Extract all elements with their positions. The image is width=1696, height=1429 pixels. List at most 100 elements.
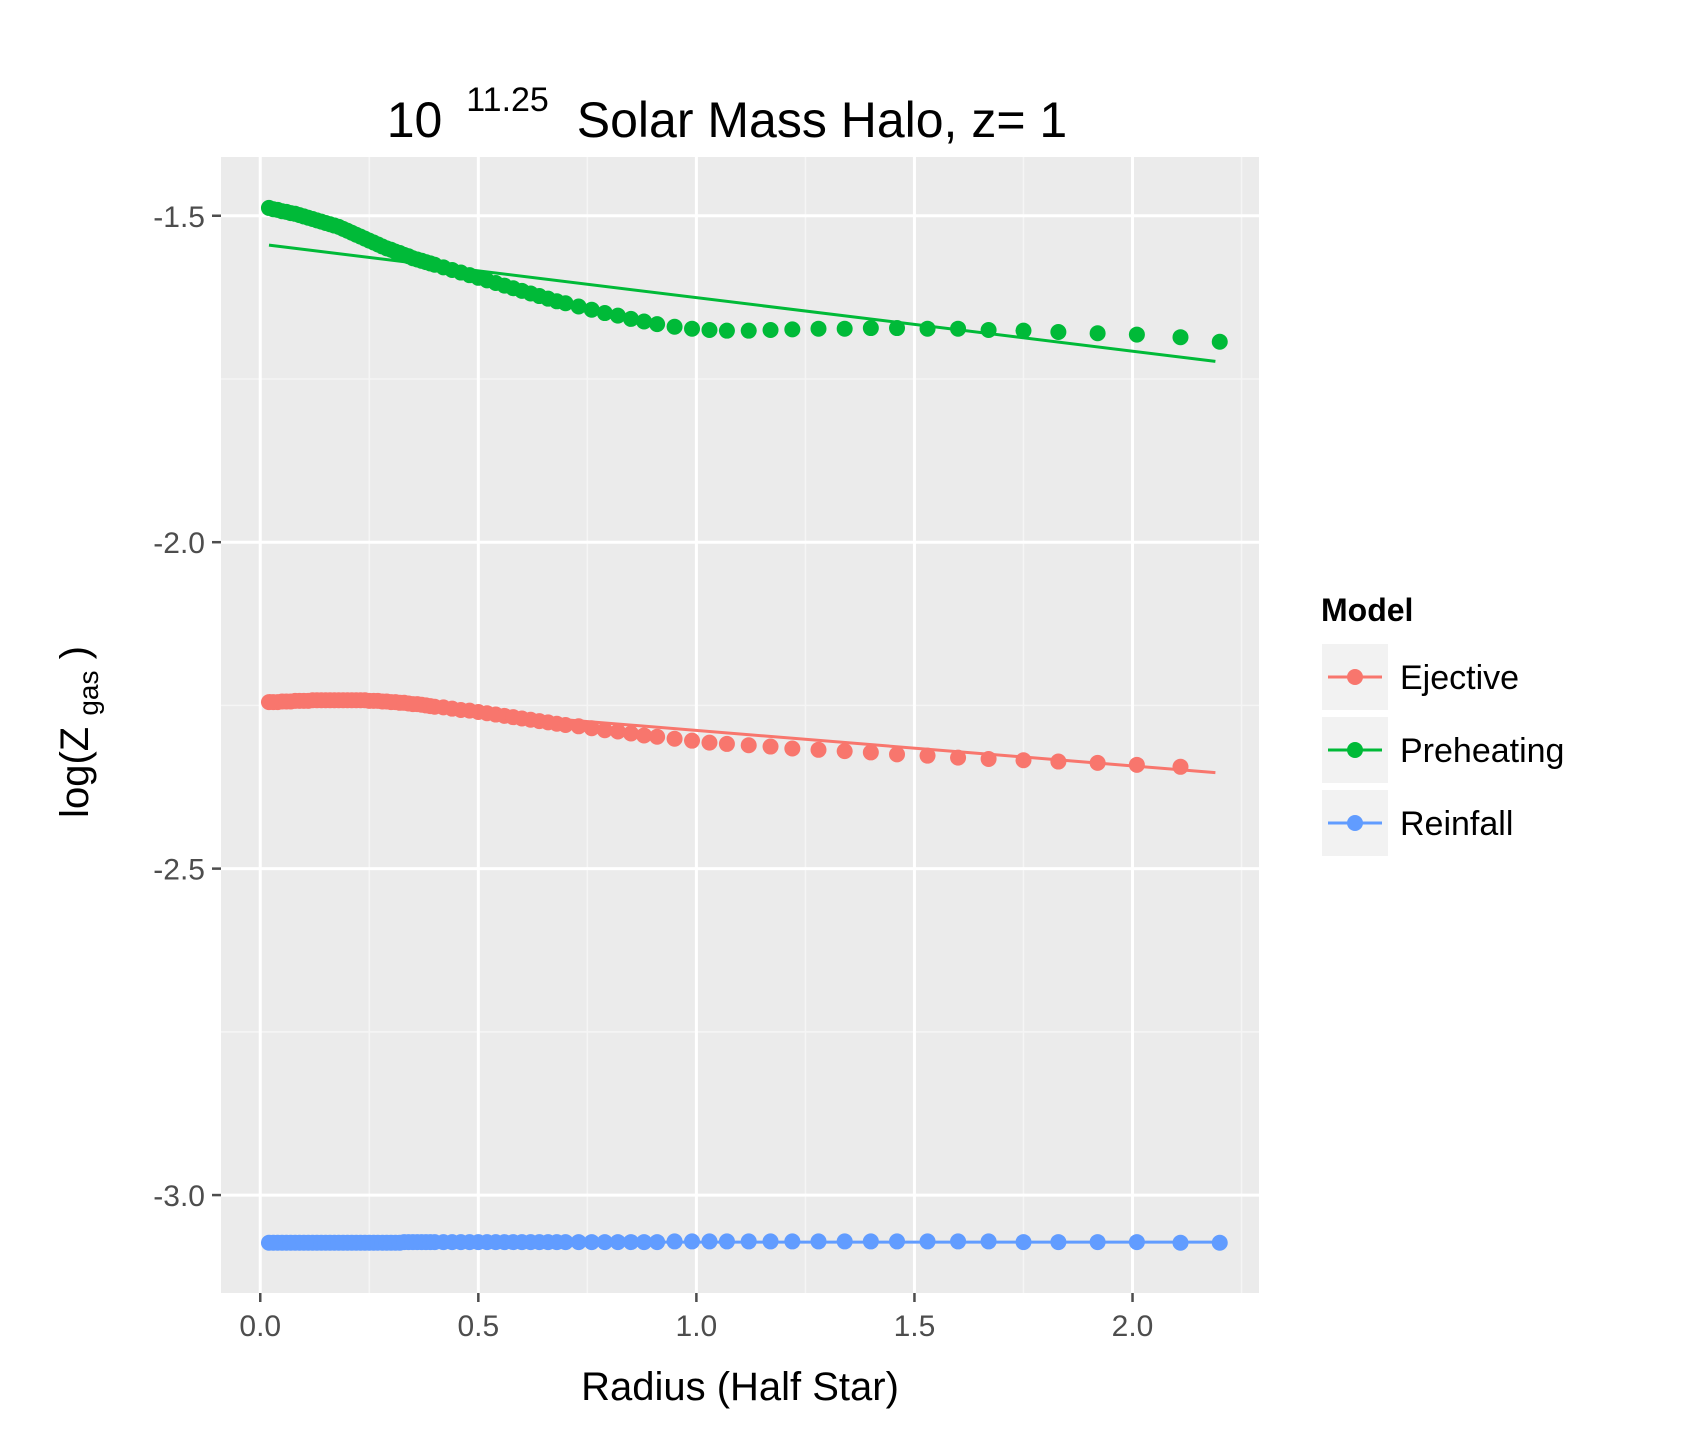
x-tick-label: 1.0 bbox=[676, 1310, 718, 1343]
point-reinfall bbox=[836, 1233, 853, 1250]
point-ejective bbox=[636, 727, 653, 744]
point-preheating bbox=[810, 320, 827, 337]
point-ejective bbox=[784, 740, 801, 757]
point-reinfall bbox=[557, 1234, 574, 1251]
point-reinfall bbox=[810, 1233, 827, 1250]
point-preheating bbox=[1211, 333, 1228, 350]
legend-item-preheating: Preheating bbox=[1320, 715, 1564, 785]
point-reinfall bbox=[1089, 1234, 1106, 1251]
y-axis-title-suffix: ) bbox=[53, 646, 97, 659]
legend-key-point-ejective bbox=[1347, 669, 1363, 685]
point-ejective bbox=[1172, 758, 1189, 775]
data-points bbox=[260, 199, 1228, 1251]
point-preheating bbox=[784, 321, 801, 338]
point-ejective bbox=[762, 738, 779, 755]
point-reinfall bbox=[583, 1234, 600, 1251]
point-preheating bbox=[718, 322, 735, 339]
point-ejective bbox=[810, 741, 827, 758]
point-reinfall bbox=[1050, 1234, 1067, 1251]
point-ejective bbox=[718, 735, 735, 752]
point-reinfall bbox=[1211, 1234, 1228, 1251]
plot-panel bbox=[221, 157, 1259, 1293]
point-reinfall bbox=[701, 1233, 718, 1250]
point-reinfall bbox=[762, 1233, 779, 1250]
point-reinfall bbox=[950, 1233, 967, 1250]
point-preheating bbox=[762, 322, 779, 339]
point-ejective bbox=[980, 750, 997, 767]
point-reinfall bbox=[666, 1233, 683, 1250]
point-preheating bbox=[609, 307, 626, 324]
point-preheating bbox=[557, 295, 574, 312]
point-preheating bbox=[649, 316, 666, 333]
point-ejective bbox=[889, 746, 906, 763]
point-ejective bbox=[1089, 754, 1106, 771]
point-preheating bbox=[889, 320, 906, 337]
point-reinfall bbox=[889, 1233, 906, 1250]
point-reinfall bbox=[862, 1233, 879, 1250]
point-reinfall bbox=[1015, 1234, 1032, 1251]
point-ejective bbox=[666, 730, 683, 747]
point-ejective bbox=[950, 749, 967, 766]
point-preheating bbox=[570, 298, 587, 315]
legend-title: Model bbox=[1321, 592, 1413, 628]
point-preheating bbox=[636, 313, 653, 330]
point-reinfall bbox=[919, 1233, 936, 1250]
y-axis-title: log(Z gas ) bbox=[53, 646, 107, 818]
chart-title-rest: Solar Mass Halo, z= 1 bbox=[577, 92, 1067, 148]
point-reinfall bbox=[596, 1234, 613, 1251]
point-reinfall bbox=[980, 1233, 997, 1250]
point-preheating bbox=[684, 320, 701, 337]
point-preheating bbox=[1015, 322, 1032, 339]
y-axis-title-prefix: log(Z bbox=[53, 727, 97, 818]
plot-area bbox=[221, 157, 1259, 1293]
chart-title-base: 10 bbox=[387, 92, 443, 148]
point-ejective bbox=[622, 725, 639, 742]
point-preheating bbox=[862, 320, 879, 337]
point-ejective bbox=[1015, 752, 1032, 769]
point-ejective bbox=[583, 720, 600, 737]
point-ejective bbox=[740, 737, 757, 754]
point-preheating bbox=[836, 320, 853, 337]
legend-label-ejective: Ejective bbox=[1400, 659, 1519, 697]
x-axis: 0.0 0.5 1.0 1.5 2.0 bbox=[239, 1293, 1153, 1343]
point-ejective bbox=[684, 732, 701, 749]
legend-item-reinfall: Reinfall bbox=[1320, 788, 1513, 858]
point-preheating bbox=[980, 322, 997, 339]
point-ejective bbox=[919, 747, 936, 764]
point-reinfall bbox=[784, 1233, 801, 1250]
x-tick-label: 0.5 bbox=[457, 1310, 499, 1343]
point-preheating bbox=[740, 322, 757, 339]
point-ejective bbox=[862, 744, 879, 761]
legend: Model Ejective Preheating Reinfall bbox=[1320, 592, 1564, 858]
point-ejective bbox=[596, 722, 613, 739]
point-preheating bbox=[701, 322, 718, 339]
point-ejective bbox=[701, 734, 718, 751]
point-reinfall bbox=[1128, 1234, 1145, 1251]
point-preheating bbox=[1172, 329, 1189, 346]
legend-key-point-preheating bbox=[1347, 742, 1363, 758]
point-reinfall bbox=[740, 1233, 757, 1250]
point-preheating bbox=[1128, 326, 1145, 343]
point-reinfall bbox=[1172, 1234, 1189, 1251]
chart-title: 10 11.25 Solar Mass Halo, z= 1 bbox=[387, 66, 1067, 148]
point-ejective bbox=[649, 728, 666, 745]
point-ejective bbox=[557, 717, 574, 733]
point-preheating bbox=[1089, 325, 1106, 342]
point-ejective bbox=[609, 723, 626, 740]
x-axis-title: Radius (Half Star) bbox=[581, 1365, 899, 1409]
point-reinfall bbox=[649, 1234, 666, 1251]
y-axis: -1.5 -2.0 -2.5 -3.0 bbox=[153, 201, 221, 1213]
y-tick-label: -2.0 bbox=[153, 527, 205, 560]
x-tick-label: 2.0 bbox=[1112, 1310, 1154, 1343]
legend-label-preheating: Preheating bbox=[1400, 732, 1564, 770]
point-preheating bbox=[666, 318, 683, 335]
legend-key-point-reinfall bbox=[1347, 815, 1363, 831]
legend-label-reinfall: Reinfall bbox=[1400, 805, 1513, 843]
point-reinfall bbox=[570, 1234, 587, 1251]
point-ejective bbox=[836, 743, 853, 760]
point-preheating bbox=[919, 320, 936, 337]
major-gridlines bbox=[221, 157, 1259, 1293]
point-reinfall bbox=[718, 1233, 735, 1250]
point-preheating bbox=[1050, 323, 1067, 340]
